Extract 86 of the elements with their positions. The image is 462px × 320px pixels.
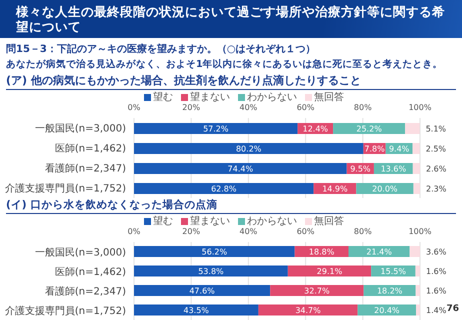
legend-label: 無回答: [314, 215, 344, 228]
legend-label: 望む: [152, 214, 173, 228]
legend-label: 無回答: [314, 91, 344, 104]
bar: [134, 304, 258, 316]
chart-title: 様々な人生の最終段階の状況において過ごす場所や治療方針等に関する希望について: [0, 0, 462, 38]
bar: [416, 304, 420, 316]
data-label: 47.6%: [189, 286, 216, 296]
data-label: 25.2%: [356, 124, 382, 134]
data-label: 74.4%: [228, 164, 254, 174]
x-tick-label: 0%: [128, 103, 141, 112]
legend-label: 望まない: [189, 214, 230, 228]
data-label: 2.3%: [426, 184, 447, 194]
data-label: 20.4%: [374, 306, 400, 315]
data-label: 18.2%: [376, 286, 403, 296]
text: (ア) 他の病気にもかかった場合、抗生剤を飲んだり点滴したりすること: [6, 73, 456, 90]
data-label: 9.4%: [388, 144, 410, 154]
data-label: 2.5%: [426, 144, 446, 154]
data-label: 9.5%: [350, 164, 371, 174]
data-label: 12.4%: [302, 124, 328, 134]
bar: [405, 123, 420, 134]
bar: [134, 143, 364, 154]
bar: [412, 143, 420, 154]
x-tick-label: 80%: [354, 227, 372, 236]
data-label: 56.2%: [202, 247, 228, 256]
x-tick-label: 40%: [240, 227, 258, 236]
x-tick-label: 100%: [408, 227, 432, 236]
legend-label: 望まない: [189, 90, 230, 104]
bar: [134, 246, 295, 257]
data-label: 7.8%: [364, 144, 386, 154]
bar: [134, 123, 298, 134]
data-label: 34.7%: [295, 306, 322, 315]
x-tick-label: 40%: [240, 103, 258, 112]
data-label: 20.0%: [372, 184, 398, 194]
text: 76: [446, 304, 459, 314]
bar: [134, 285, 270, 296]
y-tick-label: 看護師(n=2,347): [44, 162, 126, 175]
y-tick-label: 医師(n=1,462): [54, 266, 126, 278]
bar: [134, 163, 347, 174]
y-tick-label: 介護支援専門員(n=1,752): [4, 304, 126, 317]
data-label: 13.6%: [380, 164, 407, 174]
bar: [258, 304, 358, 316]
data-label: 14.9%: [322, 184, 348, 194]
data-label: 80.2%: [236, 144, 262, 154]
bar: [333, 123, 406, 134]
bar: [288, 266, 372, 276]
data-label: 62.8%: [211, 184, 237, 194]
chart-title: (イ) 口から水を飲めなくなった場合の点滴: [6, 198, 456, 214]
y-tick-label: 一般国民(n=3,000): [34, 247, 126, 258]
y-tick-label: 看護師(n=2,347): [44, 285, 126, 298]
data-label: 1.4%: [426, 306, 447, 315]
bar: [416, 285, 420, 296]
y-tick-label: 一般国民(n=3,000): [34, 124, 126, 135]
bar: [134, 266, 288, 276]
data-label: 1.6%: [426, 286, 447, 296]
data-label: 32.7%: [304, 286, 330, 296]
x-tick-label: 60%: [296, 103, 315, 112]
bar: [134, 183, 314, 194]
legend-label: わからない: [246, 215, 297, 228]
data-label: 3.6%: [426, 247, 447, 256]
legend-label: 望む: [152, 90, 173, 104]
data-label: 43.5%: [183, 306, 210, 315]
data-label: 53.8%: [198, 266, 224, 276]
x-tick-label: 100%: [408, 103, 432, 112]
bar: [412, 163, 420, 174]
data-label: 5.1%: [426, 124, 446, 134]
data-label: 57.2%: [203, 124, 229, 134]
data-label: 18.8%: [308, 247, 335, 256]
data-label: 21.4%: [366, 247, 392, 256]
data-label: 2.6%: [426, 164, 447, 174]
x-tick-label: 20%: [182, 103, 200, 112]
data-label: 15.5%: [380, 266, 406, 276]
x-tick-label: 80%: [354, 103, 372, 112]
data-label: 29.1%: [316, 266, 343, 276]
x-tick-label: 0%: [128, 227, 141, 236]
text: あなたが病気で治る見込みがなく、およそ1年以内に徐々にあるいは急に死に至ると考えたとき。: [6, 58, 444, 71]
x-tick-label: 20%: [182, 227, 200, 236]
data-label: 1.6%: [426, 266, 447, 276]
bar: [410, 246, 420, 257]
legend-label: わからない: [246, 91, 297, 104]
y-tick-label: 介護支援専門員(n=1,752): [4, 182, 126, 195]
y-tick-label: 医師(n=1,462): [54, 142, 126, 155]
bar: [270, 285, 364, 296]
chart-subtitle: 問15－3：下記のア～キの医療を望みますか。（○はそれぞれ１つ）: [6, 42, 317, 56]
bar: [413, 183, 420, 194]
bar: [415, 266, 420, 276]
x-tick-label: 60%: [296, 227, 315, 236]
